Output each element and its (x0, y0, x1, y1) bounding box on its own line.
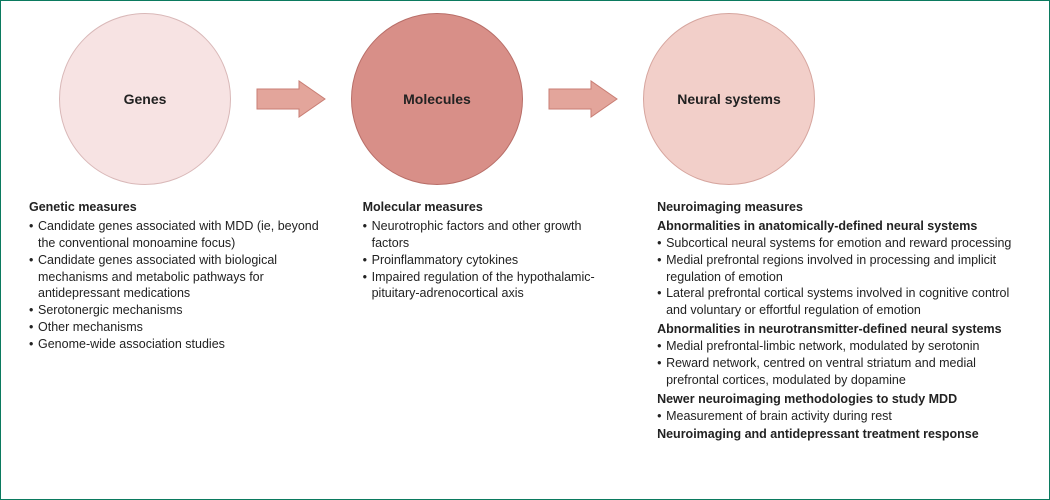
column-subheading: Abnormalities in neurotransmitter-define… (657, 321, 1029, 338)
bullet-item: Impaired regulation of the hypothalamic-… (363, 269, 617, 303)
circle-molecules: Molecules (351, 13, 523, 185)
bullet-item: Neurotrophic factors and other growth fa… (363, 218, 617, 252)
column-subheading: Abnormalities in anatomically-defined ne… (657, 218, 1029, 235)
bullet-item: Candidate genes associated with biologic… (29, 252, 323, 303)
bullet-item: Candidate genes associated with MDD (ie,… (29, 218, 323, 252)
bullet-item: Medial prefrontal-limbic network, modula… (657, 338, 1029, 355)
bullet-list: Medial prefrontal-limbic network, modula… (657, 338, 1029, 389)
diagram-frame: Genes Molecules Neural systems Genetic mea… (0, 0, 1050, 500)
arrow-icon (231, 77, 351, 121)
column-heading: Genetic measures (29, 199, 323, 216)
bullet-list: Measurement of brain activity during res… (657, 408, 1029, 425)
bullet-item: Measurement of brain activity during res… (657, 408, 1029, 425)
bullet-list: Neurotrophic factors and other growth fa… (363, 218, 617, 302)
circle-label: Genes (124, 91, 167, 107)
bullet-item: Serotonergic mechanisms (29, 302, 323, 319)
bullet-item: Medial prefrontal regions involved in pr… (657, 252, 1029, 286)
bullet-list: Subcortical neural systems for emotion a… (657, 235, 1029, 319)
circle-label: Molecules (403, 91, 471, 107)
bullet-item: Proinflammatory cytokines (363, 252, 617, 269)
column-heading: Neuroimaging measures (657, 199, 1029, 216)
bullet-item: Genome-wide association studies (29, 336, 323, 353)
text-column: Neuroimaging measures Abnormalities in an… (657, 199, 1029, 443)
circles-row: Genes Molecules Neural systems (59, 13, 1029, 185)
arrow-icon (523, 77, 643, 121)
bullet-list: Candidate genes associated with MDD (ie,… (29, 218, 323, 353)
bullet-item: Other mechanisms (29, 319, 323, 336)
column-heading: Molecular measures (363, 199, 617, 216)
bullet-item: Lateral prefrontal cortical systems invo… (657, 285, 1029, 319)
circle-genes: Genes (59, 13, 231, 185)
bullet-item: Reward network, centred on ventral stria… (657, 355, 1029, 389)
bullet-item: Subcortical neural systems for emotion a… (657, 235, 1029, 252)
text-column: Genetic measures Candidate genes associat… (29, 199, 323, 353)
circle-neural-systems: Neural systems (643, 13, 815, 185)
column-subheading: Neuroimaging and antidepressant treatmen… (657, 426, 1029, 443)
text-columns-row: Genetic measures Candidate genes associat… (29, 199, 1029, 443)
text-column: Molecular measures Neurotrophic factors a… (363, 199, 617, 302)
column-subheading: Newer neuroimaging methodologies to stud… (657, 391, 1029, 408)
circle-label: Neural systems (677, 91, 781, 107)
